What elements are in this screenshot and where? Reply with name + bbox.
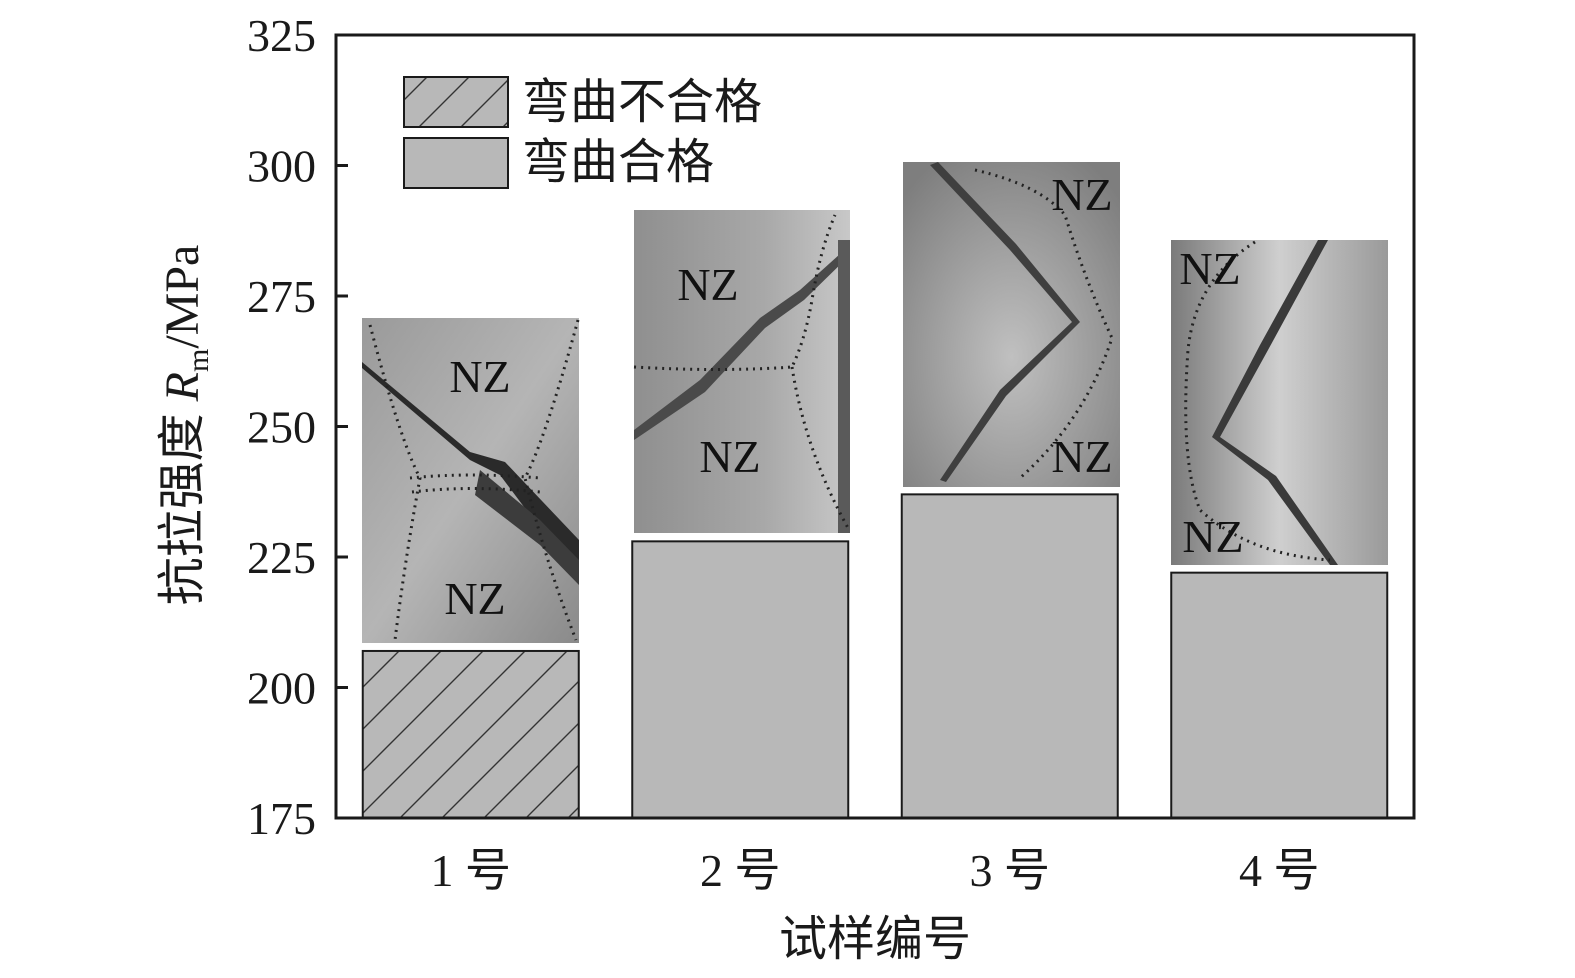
x-axis: 1 号 2 号 3 号 4 号 bbox=[431, 845, 1320, 896]
y-axis: 175 200 225 250 275 300 325 bbox=[247, 10, 348, 844]
legend-swatch-solid bbox=[403, 137, 509, 189]
bar-1 bbox=[361, 649, 580, 820]
y-tick-label: 200 bbox=[247, 663, 316, 714]
legend-swatch-hatched bbox=[403, 76, 509, 128]
y-axis-title-symbol: R bbox=[156, 372, 209, 402]
inset-photo-1: NZ NZ bbox=[362, 318, 580, 643]
inset-photos: NZ NZ NZ NZ NZ NZ NZ NZ bbox=[362, 162, 1388, 643]
y-tick-label: 275 bbox=[247, 271, 316, 322]
legend: 弯曲不合格 弯曲合格 bbox=[403, 76, 762, 189]
inset-label-nz: NZ bbox=[1179, 243, 1240, 294]
x-category-label: 4 号 bbox=[1239, 845, 1320, 896]
bar-3 bbox=[900, 493, 1119, 819]
y-axis-title: 抗拉强度 Rm/MPa bbox=[156, 245, 215, 606]
y-axis-title-prefix: 抗拉强度 bbox=[156, 401, 209, 605]
inset-label-nz: NZ bbox=[677, 259, 738, 310]
y-tick-label: 225 bbox=[247, 532, 316, 583]
inset-label-nz: NZ bbox=[1051, 169, 1112, 220]
inset-label-nz: NZ bbox=[1051, 431, 1112, 482]
inset-photo-4: NZ NZ bbox=[1171, 240, 1388, 565]
inset-photo-2: NZ NZ bbox=[633, 210, 850, 533]
y-tick-label: 300 bbox=[247, 141, 316, 192]
legend-label-pass: 弯曲合格 bbox=[522, 136, 714, 189]
y-axis-title-subscript: m bbox=[182, 349, 215, 372]
bar-4 bbox=[1170, 571, 1389, 819]
x-category-label: 2 号 bbox=[700, 845, 781, 896]
inset-label-nz: NZ bbox=[444, 573, 505, 624]
y-tick-label: 325 bbox=[247, 10, 316, 61]
y-axis-title-suffix: /MPa bbox=[156, 245, 209, 349]
inset-photo-3: NZ NZ bbox=[903, 162, 1120, 487]
bar-2 bbox=[631, 540, 850, 820]
inset-label-nz: NZ bbox=[449, 351, 510, 402]
y-tick-label: 175 bbox=[247, 793, 316, 844]
inset-label-nz: NZ bbox=[699, 431, 760, 482]
legend-label-fail: 弯曲不合格 bbox=[522, 76, 762, 129]
x-category-label: 3 号 bbox=[970, 845, 1051, 896]
x-category-label: 1 号 bbox=[431, 845, 512, 896]
y-tick-label: 250 bbox=[247, 402, 316, 453]
inset-label-nz: NZ bbox=[1182, 511, 1243, 562]
x-axis-title: 试样编号 bbox=[779, 913, 971, 966]
